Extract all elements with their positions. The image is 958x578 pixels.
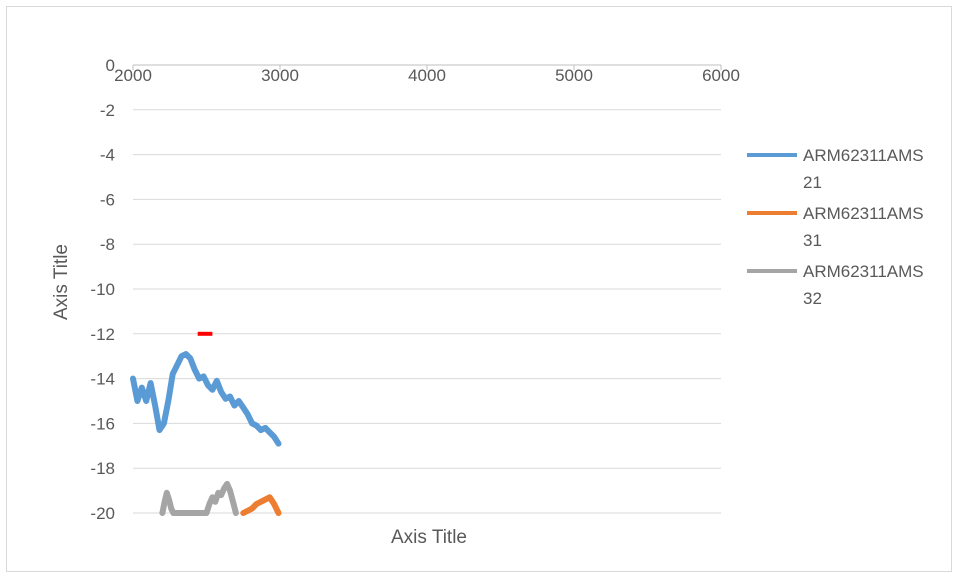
- y-tick-label-2: -4: [100, 146, 115, 165]
- x-tick-label-0: 2000: [114, 66, 152, 85]
- line-chart: 2000 3000 4000 5000 6000 0 -2 -4 -6 -8 -10 -12 -14 -…: [51, 56, 924, 548]
- legend-label-2: ARM62311AMS 32: [803, 262, 924, 308]
- series-line-2: [159, 480, 239, 516]
- y-tick-label-1: -2: [100, 101, 115, 120]
- y-tick-label-3: -6: [100, 190, 115, 209]
- y-tick-label-9: -18: [90, 459, 115, 478]
- legend-label-1: ARM62311AMS 31: [803, 204, 924, 250]
- x-tick-label-3: 5000: [555, 66, 593, 85]
- y-tick-label-4: -8: [100, 235, 115, 254]
- y-tick-labels: 0 -2 -4 -6 -8 -10 -12 -14 -16 -18 -20: [90, 56, 115, 523]
- x-tick-label-1: 3000: [261, 66, 299, 85]
- y-tick-label-6: -12: [90, 325, 115, 344]
- series-line-0: [130, 351, 282, 447]
- y-tick-label-8: -16: [90, 414, 115, 433]
- series-line-1: [240, 494, 282, 516]
- y-tick-label-0: 0: [106, 56, 115, 75]
- legend-label-0: ARM62311AMS 21: [803, 146, 924, 192]
- x-axis-title: Axis Title: [391, 527, 467, 548]
- y-tick-label-5: -10: [90, 280, 115, 299]
- y-tick-label-10: -20: [90, 504, 115, 523]
- legend: ARM62311AMS 21 ARM62311AMS 31 ARM62311AMS 32: [747, 146, 924, 308]
- gridlines: [132, 64, 722, 514]
- x-tick-label-4: 6000: [702, 66, 740, 85]
- y-axis-title: Axis Title: [51, 244, 72, 320]
- y-tick-label-7: -14: [90, 370, 115, 389]
- chart-frame: 2000 3000 4000 5000 6000 0 -2 -4 -6 -8 -10 -12 -14 -…: [6, 6, 952, 572]
- x-tick-labels: 2000 3000 4000 5000 6000: [114, 66, 740, 85]
- series-layer: [130, 351, 282, 516]
- x-tick-label-2: 4000: [408, 66, 446, 85]
